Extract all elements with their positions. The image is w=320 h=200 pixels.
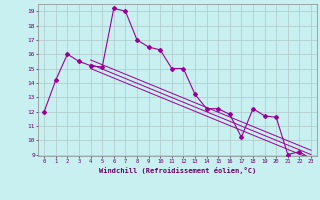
X-axis label: Windchill (Refroidissement éolien,°C): Windchill (Refroidissement éolien,°C) bbox=[99, 167, 256, 174]
